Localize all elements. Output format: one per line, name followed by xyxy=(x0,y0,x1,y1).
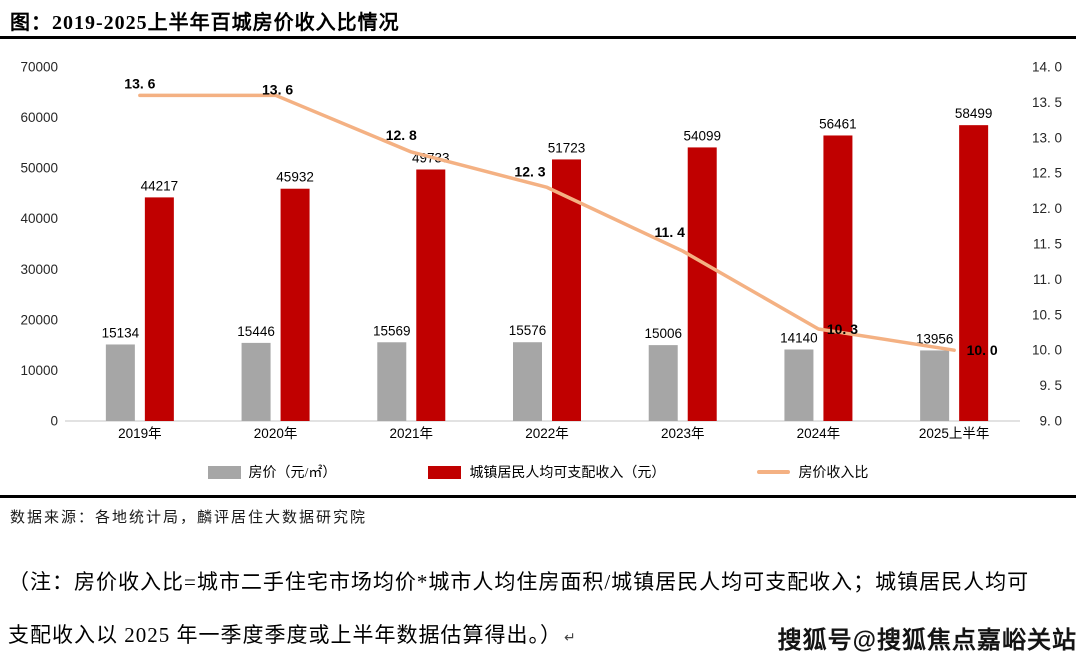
footnote: （注：房价收入比=城市二手住宅市场均价*城市人均住房面积/城镇居民人均可支配收入… xyxy=(8,556,1078,655)
top-divider xyxy=(0,36,1076,39)
left-axis-tick: 20000 xyxy=(20,312,58,327)
bar-income xyxy=(280,188,310,421)
left-axis-tick: 40000 xyxy=(20,211,58,226)
right-axis-tick: 14. 0 xyxy=(1032,60,1062,75)
bar-income xyxy=(959,125,989,421)
ratio-point-label: 13. 6 xyxy=(262,81,293,97)
ratio-point-label: 12. 8 xyxy=(386,127,417,143)
bar-house-price xyxy=(648,345,678,421)
right-axis-tick: 9. 5 xyxy=(1039,378,1062,393)
bar-income xyxy=(823,135,853,421)
bar-house-price xyxy=(105,344,135,421)
bar-income xyxy=(552,159,581,422)
watermark-text: 搜狐号@搜狐焦点嘉峪关站 xyxy=(777,627,1077,654)
right-axis-tick: 12. 5 xyxy=(1032,166,1062,181)
x-axis-category-label: 2023年 xyxy=(661,426,705,441)
bar-house-price xyxy=(377,342,407,421)
chart-legend: 房价（元/㎡） 城镇居民人均可支配收入（元） 房价收入比 xyxy=(0,456,1076,488)
bar-value-label: 51723 xyxy=(548,140,586,155)
bar-value-label: 13956 xyxy=(916,331,954,346)
bar-value-label: 15576 xyxy=(509,323,547,338)
right-axis-tick: 10. 0 xyxy=(1032,343,1062,358)
chart-title: 图：2019-2025上半年百城房价收入比情况 xyxy=(10,12,400,34)
ratio-point-label: 10. 3 xyxy=(827,321,858,337)
ratio-point-label: 13. 6 xyxy=(124,75,155,91)
right-axis-tick: 9. 0 xyxy=(1039,414,1062,429)
bar-house-price xyxy=(784,349,814,421)
bar-income xyxy=(144,197,174,421)
footnote-line-1: （注：房价收入比=城市二手住宅市场均价*城市人均住房面积/城镇居民人均可支配收入… xyxy=(8,570,1030,594)
ratio-point-label: 10. 0 xyxy=(967,342,998,358)
combo-chart: 0 10000 20000 30000 40000 50000 60000 70000 9. 0… xyxy=(20,60,1062,442)
left-axis-tick: 50000 xyxy=(20,161,58,176)
bar-house-price xyxy=(920,350,950,421)
bar-value-label: 58499 xyxy=(955,106,993,121)
bar-value-label: 15006 xyxy=(644,326,682,341)
right-axis-tick: 11. 5 xyxy=(1033,237,1062,252)
left-axis-tick: 0 xyxy=(50,414,58,429)
bar-house-price xyxy=(513,342,542,421)
bar-income xyxy=(416,169,446,421)
left-axis-tick: 60000 xyxy=(20,110,58,125)
ratio-point-label: 11. 4 xyxy=(655,224,686,240)
left-axis-tick: 70000 xyxy=(20,60,58,75)
legend-item-house-price: 房价（元/㎡） xyxy=(207,462,337,482)
bar-value-label: 15446 xyxy=(237,324,275,339)
footnote-line-2: 支配收入以 2025 年一季度季度或上半年数据估算得出。） xyxy=(8,623,562,647)
left-axis-tick: 30000 xyxy=(20,262,58,277)
ratio-point-label: 12. 3 xyxy=(514,163,545,179)
x-axis-category-label: 2020年 xyxy=(254,426,298,441)
right-axis-tick: 10. 5 xyxy=(1032,307,1062,322)
price-income-ratio-line xyxy=(138,93,956,352)
bar-income xyxy=(687,147,717,421)
legend-item-disposable-income: 城镇居民人均可支配收入（元） xyxy=(428,462,665,482)
right-axis-tick: 13. 5 xyxy=(1032,95,1062,110)
bar-value-label: 44217 xyxy=(141,178,179,193)
right-axis-tick: 12. 0 xyxy=(1032,201,1062,216)
bar-value-label: 14140 xyxy=(780,330,818,345)
paragraph-mark: ↵ xyxy=(564,631,577,646)
bar-value-label: 45932 xyxy=(276,170,314,185)
bottom-divider xyxy=(0,495,1076,498)
x-axis-category-label: 2022年 xyxy=(525,426,569,441)
legend-label: 城镇居民人均可支配收入（元） xyxy=(469,466,666,481)
bar-value-label: 15569 xyxy=(373,323,411,338)
bar-value-label: 56461 xyxy=(819,116,857,131)
x-axis-category-label: 2021年 xyxy=(390,426,434,441)
x-axis-category-label: 2024年 xyxy=(797,426,841,441)
x-axis-category-label: 2025上半年 xyxy=(919,426,990,441)
right-axis-tick: 11. 0 xyxy=(1033,272,1062,287)
legend-item-price-income-ratio: 房价收入比 xyxy=(757,462,868,482)
bar-value-label: 54099 xyxy=(683,128,721,143)
legend-label: 房价（元/㎡） xyxy=(248,466,337,481)
bar-value-label: 15134 xyxy=(102,325,140,340)
orange-line-swatch-icon xyxy=(757,470,791,474)
data-source-text: 数据来源：各地统计局，麟评居住大数据研究院 xyxy=(10,510,368,526)
legend-label: 房价收入比 xyxy=(798,466,869,481)
right-axis-tick: 13. 0 xyxy=(1032,130,1062,145)
red-bar-swatch-icon xyxy=(428,465,462,479)
x-axis-category-label: 2019年 xyxy=(118,426,162,441)
bar-house-price xyxy=(241,342,271,421)
left-axis-tick: 10000 xyxy=(20,363,58,378)
gray-bar-swatch-icon xyxy=(207,465,241,479)
